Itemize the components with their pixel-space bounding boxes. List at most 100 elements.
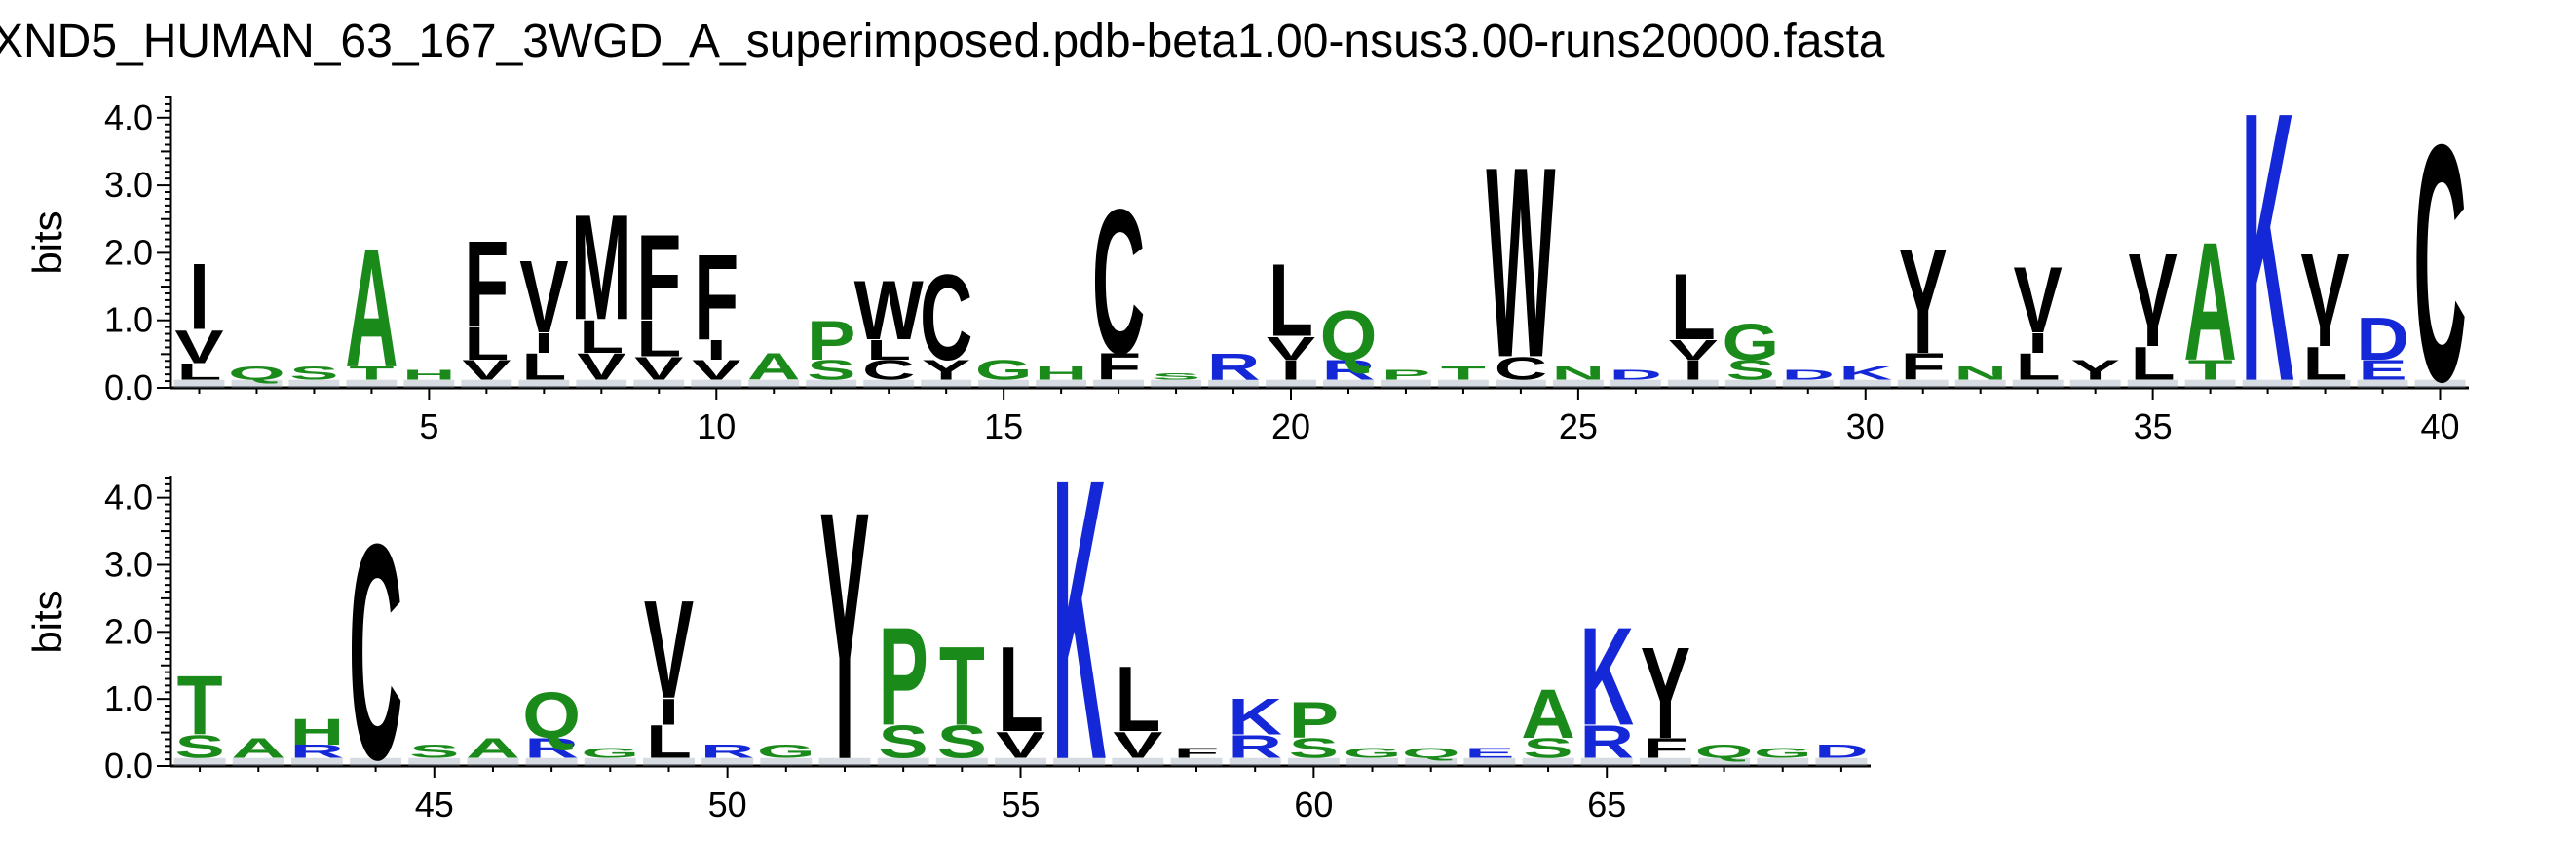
residue-glyph: L (2016, 346, 2061, 388)
minor-residues-band (584, 757, 636, 766)
residue-glyph: H (290, 711, 345, 752)
residue-glyph: I (189, 246, 209, 350)
minor-residues-band (1208, 379, 1259, 388)
minor-residues-band (818, 757, 871, 766)
minor-residues-band (1266, 379, 1316, 388)
y-tick-label: 2.0 (104, 232, 153, 272)
residue-glyph: A (747, 346, 800, 388)
residue-glyph: L (2131, 338, 2176, 390)
minor-residues-band (2127, 379, 2178, 388)
residue-glyph: L (646, 715, 692, 768)
minor-residues-band (1782, 379, 1834, 388)
residue-glyph: S (1289, 733, 1339, 764)
residue-glyph: V (2014, 249, 2064, 353)
minor-residues-band (1552, 379, 1604, 388)
residue-glyph: L (998, 621, 1043, 757)
residue-glyph: R (1579, 715, 1634, 768)
residue-glyph: Y (1641, 621, 1690, 767)
residue-glyph: I (2027, 327, 2048, 359)
y-tick-label: 0.0 (104, 746, 153, 786)
residue-glyph: P (1289, 691, 1339, 749)
minor-residues-band (760, 757, 813, 766)
residue-glyph: I (1281, 355, 1302, 386)
minor-residues-band (748, 379, 800, 388)
chart-title: XND5_HUMAN_63_167_3WGD_A_superimposed.pd… (0, 16, 1885, 67)
x-tick-label: 20 (1271, 406, 1310, 446)
residue-glyph: I (2315, 321, 2335, 352)
minor-residues-band (1170, 757, 1223, 766)
residue-glyph: Y (922, 355, 970, 386)
minor-residues-band (1580, 757, 1633, 766)
residue-glyph: W (854, 264, 924, 358)
minor-residues-band (232, 757, 284, 766)
residue-glyph: L (1115, 647, 1160, 751)
residue-glyph: G (975, 355, 1033, 386)
minor-residues-band (633, 379, 685, 388)
residue-glyph: F (464, 216, 509, 352)
residue-glyph: V (577, 346, 625, 388)
residue-glyph: V (2129, 234, 2178, 349)
residue-glyph: T (1441, 363, 1486, 384)
minor-residues-band (1954, 379, 2006, 388)
minor-residues-band (2184, 379, 2236, 388)
residue-glyph: S (937, 715, 987, 768)
x-tick-label: 40 (2420, 406, 2459, 446)
minor-residues-band (2242, 379, 2293, 388)
minor-residues-band (921, 379, 972, 388)
residue-glyph: E (2358, 355, 2406, 386)
minor-residues-band (576, 379, 627, 388)
minor-residues-band (691, 379, 742, 388)
residue-glyph: V (174, 322, 223, 373)
residue-glyph: F (694, 229, 739, 365)
residue-glyph: D (1814, 741, 1869, 762)
residue-glyph: V (2300, 234, 2349, 349)
minor-residues-band (1897, 379, 1949, 388)
x-tick-label: 35 (2134, 406, 2173, 446)
residue-glyph: Q (1402, 746, 1460, 761)
residue-glyph: S (1152, 371, 1200, 382)
residue-glyph: C (862, 355, 915, 386)
residue-glyph: N (1954, 363, 2007, 384)
residue-glyph: F (1096, 346, 1141, 388)
residue-glyph: G (1344, 746, 1402, 761)
residue-glyph: K (2241, 33, 2293, 462)
y-tick-label: 3.0 (104, 544, 153, 584)
residue-glyph: Q (1320, 295, 1378, 374)
y-tick-label: 4.0 (104, 97, 153, 137)
residue-glyph: W (1486, 111, 1555, 414)
residue-glyph: V (462, 355, 511, 386)
minor-residues-band (1151, 379, 1202, 388)
residue-glyph: E (1464, 746, 1514, 761)
minor-residues-band (173, 757, 226, 766)
minor-residues-band (1036, 379, 1087, 388)
residue-glyph: Q (228, 363, 285, 384)
minor-residues-band (1495, 379, 1546, 388)
residue-glyph: I (534, 327, 554, 359)
residue-glyph: V (634, 351, 683, 388)
minor-residues-band (231, 379, 283, 388)
residue-glyph: S (1726, 355, 1775, 386)
residue-glyph: T (2188, 355, 2233, 386)
y-tick-label: 3.0 (104, 165, 153, 205)
residue-glyph: K (1579, 599, 1634, 755)
residue-glyph: V (519, 241, 568, 356)
residue-glyph: G (757, 741, 815, 762)
residue-glyph: S (289, 363, 338, 384)
residue-glyph: R (701, 741, 755, 762)
residue-glyph: L (579, 311, 624, 363)
residue-glyph: D (2356, 304, 2408, 372)
residue-glyph: I (706, 334, 727, 365)
minor-residues-band (863, 379, 915, 388)
minor-residues-band (1815, 757, 1868, 766)
minor-residues-band (2357, 379, 2408, 388)
residue-glyph: N (1552, 363, 1605, 384)
minor-residues-band (1463, 757, 1516, 766)
minor-residues-band (408, 757, 461, 766)
residue-glyph: F (1174, 746, 1220, 761)
residue-glyph: Y (1899, 216, 1948, 385)
y-axis-label: bits (24, 590, 70, 653)
minor-residues-band (935, 757, 988, 766)
minor-residues-band (1287, 757, 1340, 766)
